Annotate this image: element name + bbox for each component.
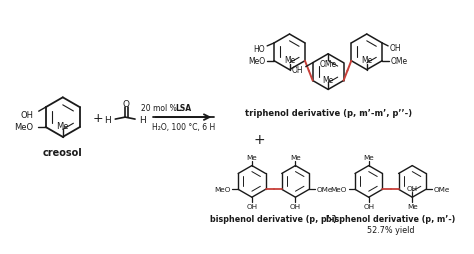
Text: +: +: [93, 111, 104, 124]
Text: creosol: creosol: [43, 147, 82, 157]
Text: bisphenol derivative (p, m’-): bisphenol derivative (p, m’-): [326, 215, 455, 224]
Text: OMe: OMe: [317, 187, 334, 193]
Text: Me: Me: [290, 154, 301, 160]
Text: MeO: MeO: [14, 123, 33, 132]
Text: H: H: [139, 115, 146, 124]
Text: Me: Me: [361, 56, 373, 65]
Text: Me: Me: [322, 76, 334, 85]
Text: O: O: [123, 99, 130, 108]
Text: OH: OH: [363, 203, 374, 209]
Text: OH: OH: [246, 203, 257, 209]
Text: Me: Me: [407, 203, 418, 209]
Text: MeO: MeO: [214, 187, 230, 193]
Text: OMe: OMe: [434, 187, 450, 193]
Text: OH: OH: [291, 66, 303, 75]
Text: OH: OH: [290, 203, 301, 209]
Text: +: +: [254, 132, 265, 146]
Text: 20 mol %: 20 mol %: [141, 103, 180, 112]
Text: H₂O, 100 °C, 6 H: H₂O, 100 °C, 6 H: [152, 123, 215, 132]
Text: OH: OH: [407, 186, 418, 192]
Text: OH: OH: [390, 44, 402, 53]
Text: MeO: MeO: [248, 57, 265, 66]
Text: triphenol derivative (p, m’-m’, p’’-): triphenol derivative (p, m’-m’, p’’-): [245, 108, 412, 117]
Text: HO: HO: [254, 45, 265, 54]
Text: 52.7% yield: 52.7% yield: [367, 226, 414, 234]
Text: OMe: OMe: [391, 57, 408, 66]
Text: Me: Me: [284, 56, 295, 65]
Text: Me: Me: [56, 121, 69, 130]
Text: Me: Me: [246, 154, 257, 160]
Text: OMe: OMe: [319, 60, 337, 69]
Text: bisphenol derivative (p, p’-): bisphenol derivative (p, p’-): [210, 215, 337, 224]
Text: LSA: LSA: [175, 103, 191, 112]
Text: Me: Me: [364, 154, 374, 160]
Text: MeO: MeO: [331, 187, 347, 193]
Text: H: H: [105, 115, 111, 124]
Text: OH: OH: [21, 110, 34, 119]
